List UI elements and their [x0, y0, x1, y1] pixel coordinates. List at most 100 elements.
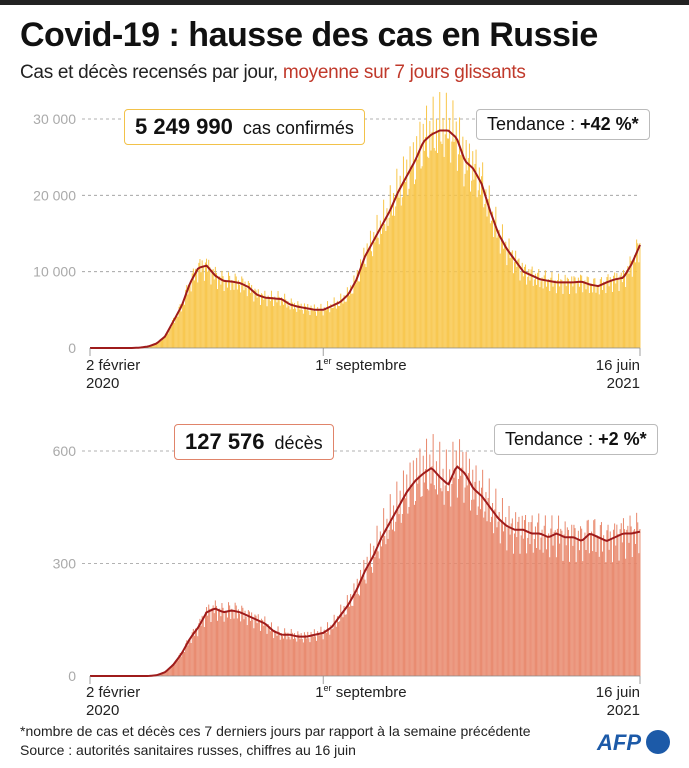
- daily-bar: [176, 314, 178, 348]
- daily-bar: [257, 289, 259, 348]
- daily-bar: [523, 266, 525, 348]
- daily-bar: [499, 543, 501, 676]
- daily-bar: [258, 296, 260, 348]
- daily-bar: [617, 533, 619, 676]
- daily-bar: [246, 296, 248, 348]
- daily-bar: [182, 300, 184, 348]
- daily-bar: [303, 303, 305, 348]
- daily-bar: [455, 450, 457, 676]
- daily-bar: [510, 252, 512, 348]
- daily-bar: [618, 560, 620, 676]
- daily-bar: [332, 628, 334, 676]
- daily-bar: [544, 515, 546, 676]
- daily-bar: [371, 251, 373, 348]
- daily-bar: [578, 550, 580, 676]
- daily-bar: [189, 282, 191, 348]
- daily-bar: [251, 612, 253, 676]
- daily-bar: [416, 136, 418, 348]
- daily-bar: [275, 299, 277, 348]
- daily-bar: [164, 672, 166, 676]
- daily-bar: [349, 295, 351, 348]
- daily-bar: [363, 559, 365, 676]
- daily-bar: [525, 515, 527, 676]
- daily-bar: [296, 311, 298, 348]
- daily-bar: [610, 538, 612, 676]
- daily-bar: [583, 540, 585, 676]
- daily-bar: [466, 170, 468, 348]
- daily-bar: [396, 481, 398, 676]
- daily-bar: [188, 639, 190, 676]
- daily-bar: [472, 469, 474, 676]
- x-tick-label: 2 février: [86, 684, 140, 701]
- daily-bar: [423, 482, 425, 676]
- daily-bar: [277, 626, 279, 676]
- daily-bar: [611, 562, 613, 676]
- daily-bar: [312, 310, 314, 348]
- daily-bar: [455, 121, 457, 348]
- daily-bar: [246, 625, 248, 676]
- daily-bar: [365, 583, 367, 676]
- daily-bar: [464, 487, 466, 676]
- daily-bar: [193, 635, 195, 676]
- daily-bar: [609, 531, 611, 676]
- daily-bar: [281, 636, 283, 676]
- daily-bar: [338, 306, 340, 348]
- daily-bar: [169, 667, 171, 676]
- daily-bar: [278, 631, 280, 676]
- daily-bar: [397, 193, 399, 348]
- daily-bar: [297, 631, 299, 676]
- daily-bar: [603, 281, 605, 348]
- daily-bar: [385, 231, 387, 348]
- daily-bar: [487, 199, 489, 348]
- daily-bar: [218, 609, 220, 676]
- daily-bar: [592, 292, 594, 348]
- daily-bar: [187, 645, 189, 676]
- daily-bar: [280, 297, 282, 348]
- daily-bar: [193, 280, 195, 348]
- daily-bar: [353, 275, 355, 348]
- top-bar: [0, 0, 689, 5]
- daily-bar: [253, 628, 255, 676]
- daily-bar: [484, 511, 486, 676]
- daily-bar: [560, 528, 562, 676]
- daily-bar: [562, 560, 564, 676]
- daily-bar: [389, 185, 391, 348]
- daily-bar: [362, 578, 364, 676]
- daily-bar: [242, 607, 244, 676]
- daily-bar: [607, 524, 609, 676]
- daily-bar: [477, 190, 479, 348]
- daily-bar: [240, 621, 242, 676]
- daily-bar: [288, 636, 290, 676]
- daily-bar: [605, 293, 607, 348]
- daily-bar: [344, 301, 346, 348]
- daily-bar: [223, 291, 225, 348]
- daily-bar: [611, 291, 613, 348]
- daily-bar: [600, 277, 602, 348]
- daily-bar: [528, 269, 530, 348]
- daily-bar: [284, 628, 286, 676]
- daily-bar: [542, 288, 544, 348]
- daily-bar: [306, 310, 308, 348]
- daily-bar: [545, 286, 547, 348]
- daily-bar: [222, 276, 224, 348]
- daily-bar: [442, 468, 444, 676]
- daily-bar: [416, 457, 418, 676]
- daily-bar: [229, 605, 231, 676]
- daily-bar: [411, 166, 413, 348]
- daily-bar: [534, 526, 536, 676]
- daily-bar: [270, 622, 272, 676]
- daily-bar: [300, 633, 302, 676]
- daily-bar: [430, 483, 432, 676]
- daily-bar: [548, 533, 550, 676]
- daily-bar: [451, 484, 453, 676]
- daily-bar: [478, 167, 480, 348]
- daily-bar: [531, 266, 533, 348]
- daily-bar: [367, 566, 369, 676]
- daily-bar: [261, 293, 263, 348]
- daily-bar: [448, 491, 450, 676]
- daily-bar: [550, 277, 552, 348]
- daily-bar: [517, 259, 519, 348]
- daily-bar: [572, 286, 574, 348]
- daily-bar: [598, 294, 600, 348]
- daily-bar: [400, 522, 402, 676]
